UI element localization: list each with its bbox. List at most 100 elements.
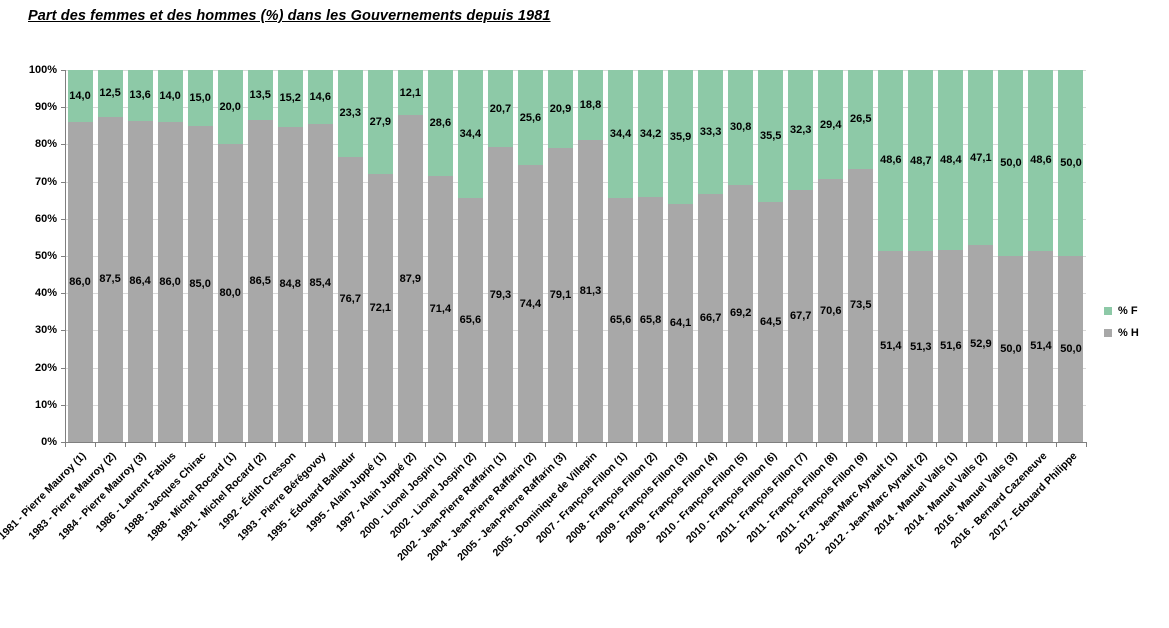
bar-segment-femmes bbox=[668, 70, 694, 204]
x-axis-tick bbox=[665, 443, 667, 447]
data-label-hommes: 52,9 bbox=[970, 337, 992, 350]
x-axis-tick bbox=[545, 443, 547, 447]
bar-segment-hommes bbox=[578, 139, 603, 442]
data-label-femmes: 30,8 bbox=[729, 121, 752, 134]
bar-segment-hommes bbox=[397, 115, 423, 442]
bar-segment-femmes bbox=[848, 70, 874, 169]
bar-segment-femmes bbox=[247, 70, 273, 121]
bar-segment-hommes bbox=[517, 165, 543, 442]
x-axis-tick bbox=[335, 443, 337, 447]
bar-segment-hommes bbox=[728, 184, 754, 442]
x-axis-tick bbox=[995, 443, 997, 447]
bar-segment-hommes bbox=[1058, 256, 1084, 442]
bar-segment-hommes bbox=[638, 197, 664, 442]
legend: % F % H bbox=[1104, 305, 1139, 339]
y-axis-label: 0% bbox=[41, 436, 57, 448]
gridline bbox=[65, 367, 1086, 369]
data-label-hommes: 50,0 bbox=[1000, 343, 1022, 355]
data-label-femmes: 32,3 bbox=[790, 124, 812, 137]
bar-segment-femmes bbox=[157, 70, 183, 123]
data-label-femmes: 34,2 bbox=[639, 127, 662, 140]
bar-segment-hommes bbox=[547, 147, 573, 442]
x-axis-tick bbox=[635, 443, 637, 447]
x-axis-tick bbox=[275, 443, 277, 447]
gridline bbox=[65, 70, 1086, 71]
gridline bbox=[65, 144, 1086, 146]
bar-segment-femmes bbox=[487, 70, 513, 147]
x-axis-tick bbox=[65, 443, 66, 447]
bar-segment-femmes bbox=[968, 70, 994, 246]
x-axis-category-label: 1981 - Pierre Mauroy (1) bbox=[0, 450, 89, 543]
y-axis-label: 80% bbox=[34, 138, 57, 151]
bar-segment-hommes bbox=[157, 122, 183, 442]
y-axis-label: 90% bbox=[34, 101, 57, 114]
data-label-hommes: 86,5 bbox=[249, 275, 271, 288]
data-label-femmes: 15,0 bbox=[189, 91, 211, 104]
bar-segment-hommes bbox=[758, 202, 784, 442]
data-label-femmes: 13,6 bbox=[129, 89, 151, 102]
legend-label-femmes: % F bbox=[1118, 305, 1138, 317]
x-axis-line bbox=[65, 442, 1087, 443]
bar-segment-femmes bbox=[1058, 70, 1084, 256]
bar-segment-hommes bbox=[788, 190, 814, 442]
y-axis-tick bbox=[61, 367, 65, 369]
y-axis-label: 50% bbox=[34, 250, 57, 262]
data-label-femmes: 48,6 bbox=[880, 154, 902, 167]
x-axis-tick bbox=[845, 443, 847, 447]
x-axis-tick bbox=[365, 443, 367, 447]
bar-segment-femmes bbox=[908, 70, 934, 252]
data-label-hommes: 69,2 bbox=[729, 307, 752, 320]
y-axis-label: 100% bbox=[28, 64, 57, 76]
data-label-hommes: 51,3 bbox=[910, 340, 932, 353]
bar-segment-femmes bbox=[728, 70, 754, 185]
bar-segment-femmes bbox=[517, 70, 543, 166]
data-label-hommes: 51,6 bbox=[940, 340, 962, 353]
y-axis-line bbox=[65, 70, 66, 443]
bar-segment-femmes bbox=[337, 70, 363, 157]
chart-title: Part des femmes et des hommes (%) dans l… bbox=[28, 8, 551, 24]
data-label-femmes: 20,7 bbox=[489, 102, 512, 115]
x-axis-tick bbox=[815, 443, 817, 447]
data-label-hommes: 72,1 bbox=[369, 301, 392, 314]
data-label-hommes: 65,6 bbox=[459, 313, 482, 326]
data-label-femmes: 26,5 bbox=[850, 113, 872, 126]
data-label-hommes: 81,3 bbox=[579, 284, 602, 297]
bar-segment-femmes bbox=[938, 70, 964, 251]
bar-segment-hommes bbox=[127, 120, 153, 442]
bar-segment-femmes bbox=[67, 70, 93, 123]
bar-segment-femmes bbox=[217, 70, 243, 145]
data-label-femmes: 48,6 bbox=[1030, 154, 1052, 167]
data-label-femmes: 15,2 bbox=[279, 92, 301, 105]
y-axis-label: 30% bbox=[34, 324, 57, 337]
x-axis-tick bbox=[605, 443, 607, 447]
data-label-femmes: 35,9 bbox=[669, 130, 692, 143]
data-label-femmes: 14,0 bbox=[159, 90, 181, 103]
x-axis-tick bbox=[1025, 443, 1027, 447]
gridline bbox=[65, 181, 1086, 183]
bar-segment-femmes bbox=[758, 70, 784, 203]
bar-segment-femmes bbox=[457, 70, 483, 198]
y-axis-label: 70% bbox=[34, 175, 57, 188]
x-axis-tick bbox=[455, 443, 457, 447]
x-axis-tick bbox=[1086, 443, 1087, 447]
data-label-hommes: 65,6 bbox=[609, 313, 632, 326]
y-axis-tick bbox=[61, 107, 65, 109]
gridline bbox=[65, 330, 1086, 332]
bar-segment-femmes bbox=[97, 70, 123, 117]
x-axis-tick bbox=[905, 443, 907, 447]
data-label-hommes: 87,5 bbox=[99, 273, 121, 286]
x-axis-tick bbox=[785, 443, 787, 447]
bar-segment-femmes bbox=[578, 70, 603, 140]
x-axis-tick bbox=[515, 443, 517, 447]
data-label-hommes: 79,1 bbox=[549, 288, 572, 301]
data-label-femmes: 20,9 bbox=[549, 102, 572, 115]
x-axis-tick bbox=[935, 443, 937, 447]
bar-segment-hommes bbox=[67, 122, 93, 442]
bar-segment-femmes bbox=[1028, 70, 1054, 251]
bar-segment-femmes bbox=[698, 70, 724, 194]
bar-segment-femmes bbox=[367, 70, 393, 174]
bar-segment-hommes bbox=[608, 197, 634, 442]
legend-swatch-hommes-icon bbox=[1104, 329, 1112, 337]
bar-segment-hommes bbox=[908, 251, 934, 442]
